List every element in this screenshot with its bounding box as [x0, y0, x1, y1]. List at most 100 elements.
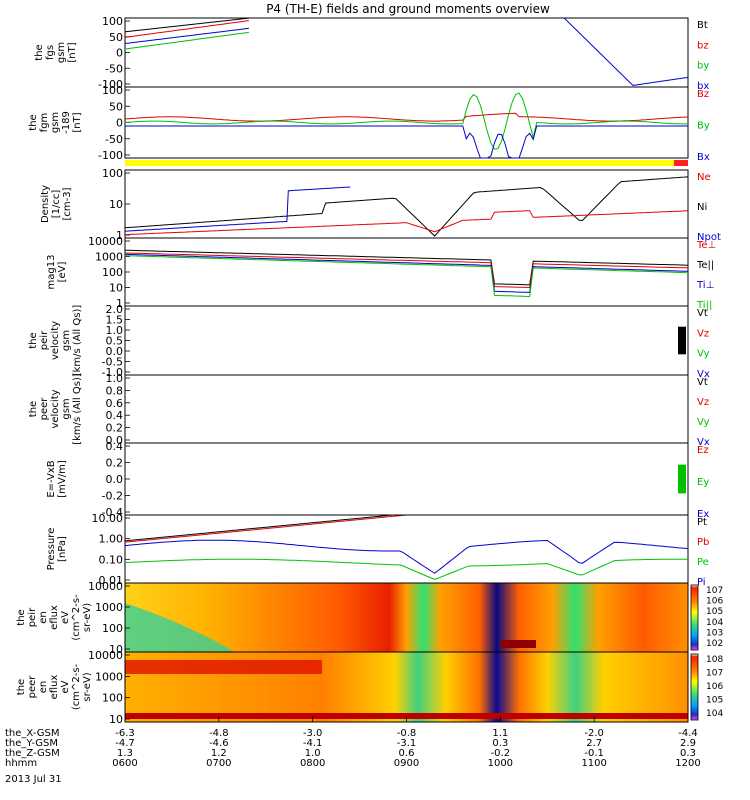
y-tick-label: 100 — [102, 84, 123, 97]
pt-curve — [124, 514, 407, 542]
y-tick-label: 100 — [102, 692, 123, 705]
y-tick-label: 2.0 — [106, 303, 124, 316]
position-value: 0.3 — [492, 738, 508, 749]
panel-frame-efield — [124, 442, 689, 516]
position-value: 1.1 — [492, 728, 508, 739]
position-value: -3.1 — [397, 738, 417, 749]
te-par-curve — [124, 249, 689, 286]
position-value: 0.3 — [680, 748, 696, 759]
legend-efield: Ex — [697, 509, 709, 520]
y-axis-label: eflux — [49, 605, 60, 630]
pe-curve — [124, 558, 688, 580]
colorbar-label: 104 — [706, 709, 723, 719]
position-value: 0.6 — [399, 748, 415, 759]
y-tick-label: 0.2 — [106, 457, 124, 470]
legend-temp: Ti⊥ — [696, 280, 714, 291]
legend-labels: BtbzbybxBzByBxNeNiNpotTe⊥Te||Ti⊥Ti||VtVz… — [696, 20, 723, 719]
y-axis-label: [1/cc] — [51, 190, 62, 219]
npot-curve — [124, 186, 351, 232]
position-value: 0800 — [300, 758, 325, 769]
bz-curve — [124, 20, 249, 38]
y-tick-label: 1000 — [95, 601, 123, 614]
y-axis-label: (cm^2-s- — [71, 663, 82, 710]
y-axis-label: gsm — [56, 42, 67, 63]
position-value: -0.1 — [584, 748, 604, 759]
by-gsm-curve — [124, 92, 688, 150]
ti-perp-curve — [124, 253, 689, 293]
position-value: 1000 — [488, 758, 513, 769]
legend-fgm: Bx — [697, 152, 710, 163]
y-axis-label: fgm — [39, 113, 50, 133]
y-axis-label: [eV] — [57, 262, 68, 283]
background-layer — [125, 160, 699, 722]
position-value: 0600 — [112, 758, 137, 769]
y-axis-label: velocity — [50, 389, 61, 428]
y-axis-label: peer — [39, 397, 50, 421]
position-value: 1100 — [581, 758, 606, 769]
legend-peer_vel: Vz — [697, 397, 709, 408]
y-tick-label: 1.5 — [106, 314, 124, 327]
position-value: -6.3 — [115, 728, 135, 739]
data-curves — [124, 17, 689, 580]
y-axis-label: (cm^2-s- — [71, 594, 82, 641]
y-axis-label: eV — [60, 680, 71, 693]
chart-title: P4 (TH-E) fields and ground moments over… — [266, 2, 550, 16]
position-value: 2.9 — [680, 738, 696, 749]
legend-density: Npot — [697, 232, 721, 243]
y-axis-label: the — [28, 114, 39, 130]
ti-par-curve — [124, 255, 689, 298]
legend-fgs: bx — [697, 81, 709, 92]
pb-curve — [124, 514, 407, 543]
panel-frame-peer_vel — [124, 374, 689, 444]
legend-pressure: Pt — [697, 517, 707, 528]
legend-fgs: Bt — [697, 20, 708, 31]
panel-frame-temp — [124, 237, 689, 307]
end-blip — [678, 326, 686, 355]
status-bar — [125, 160, 688, 166]
position-value: 0700 — [206, 758, 231, 769]
electron-high-band — [125, 660, 323, 674]
position-value: 2.7 — [586, 738, 602, 749]
y-tick-label: 100 — [102, 15, 123, 28]
panel-frame-fgs — [124, 17, 689, 88]
position-row-label: the_Y-GSM — [5, 738, 58, 749]
y-axis-label: [nT] — [72, 112, 83, 132]
end-blip — [678, 464, 686, 494]
legend-fgm: By — [697, 121, 710, 132]
y-axis-label: the — [16, 609, 27, 625]
y-tick-label: 1 — [116, 229, 123, 242]
legend-pressure: Pi — [697, 577, 706, 588]
date-label: 2013 Jul 31 — [5, 774, 62, 785]
position-value: -3.0 — [303, 728, 323, 739]
y-tick-label: 50 — [109, 100, 123, 113]
y-tick-label: 1 — [116, 297, 123, 310]
y-tick-label: 0.4 — [106, 409, 124, 422]
by-curve — [124, 31, 249, 50]
y-tick-label: 0 — [116, 117, 123, 130]
y-axis-label: gsm — [61, 330, 72, 351]
y-axis-label: E=-VxB — [46, 460, 57, 497]
position-value: 0900 — [394, 758, 419, 769]
legend-peir_vel: Vt — [697, 308, 708, 319]
y-axis-label: gsm — [61, 398, 72, 419]
legend-efield: Ez — [697, 445, 709, 456]
y-tick-label: 0.0 — [106, 434, 124, 447]
position-table: the_X-GSM -6.3 -4.8 -3.0 -0.8 1.1 -2.0 -4.4 the_… — [5, 716, 701, 785]
colorbar-label: 103 — [706, 628, 723, 638]
legend-peir_vel: Vx — [697, 369, 710, 380]
y-tick-label: 0.01 — [99, 574, 124, 587]
y-axis-label: peir — [27, 607, 38, 627]
y-tick-label: 0.5 — [106, 335, 124, 348]
ion-dark-band — [501, 640, 536, 648]
bx-gsm-curve — [125, 125, 688, 159]
y-tick-label: 10000 — [88, 235, 123, 248]
legend-pressure: Pb — [697, 537, 709, 548]
y-tick-label: 0.8 — [106, 384, 124, 397]
position-value: -4.8 — [209, 728, 229, 739]
position-value: -0.8 — [397, 728, 417, 739]
pi-curve — [124, 539, 689, 574]
position-value: 1.0 — [305, 748, 321, 759]
y-tick-label: 0.0 — [106, 473, 124, 486]
